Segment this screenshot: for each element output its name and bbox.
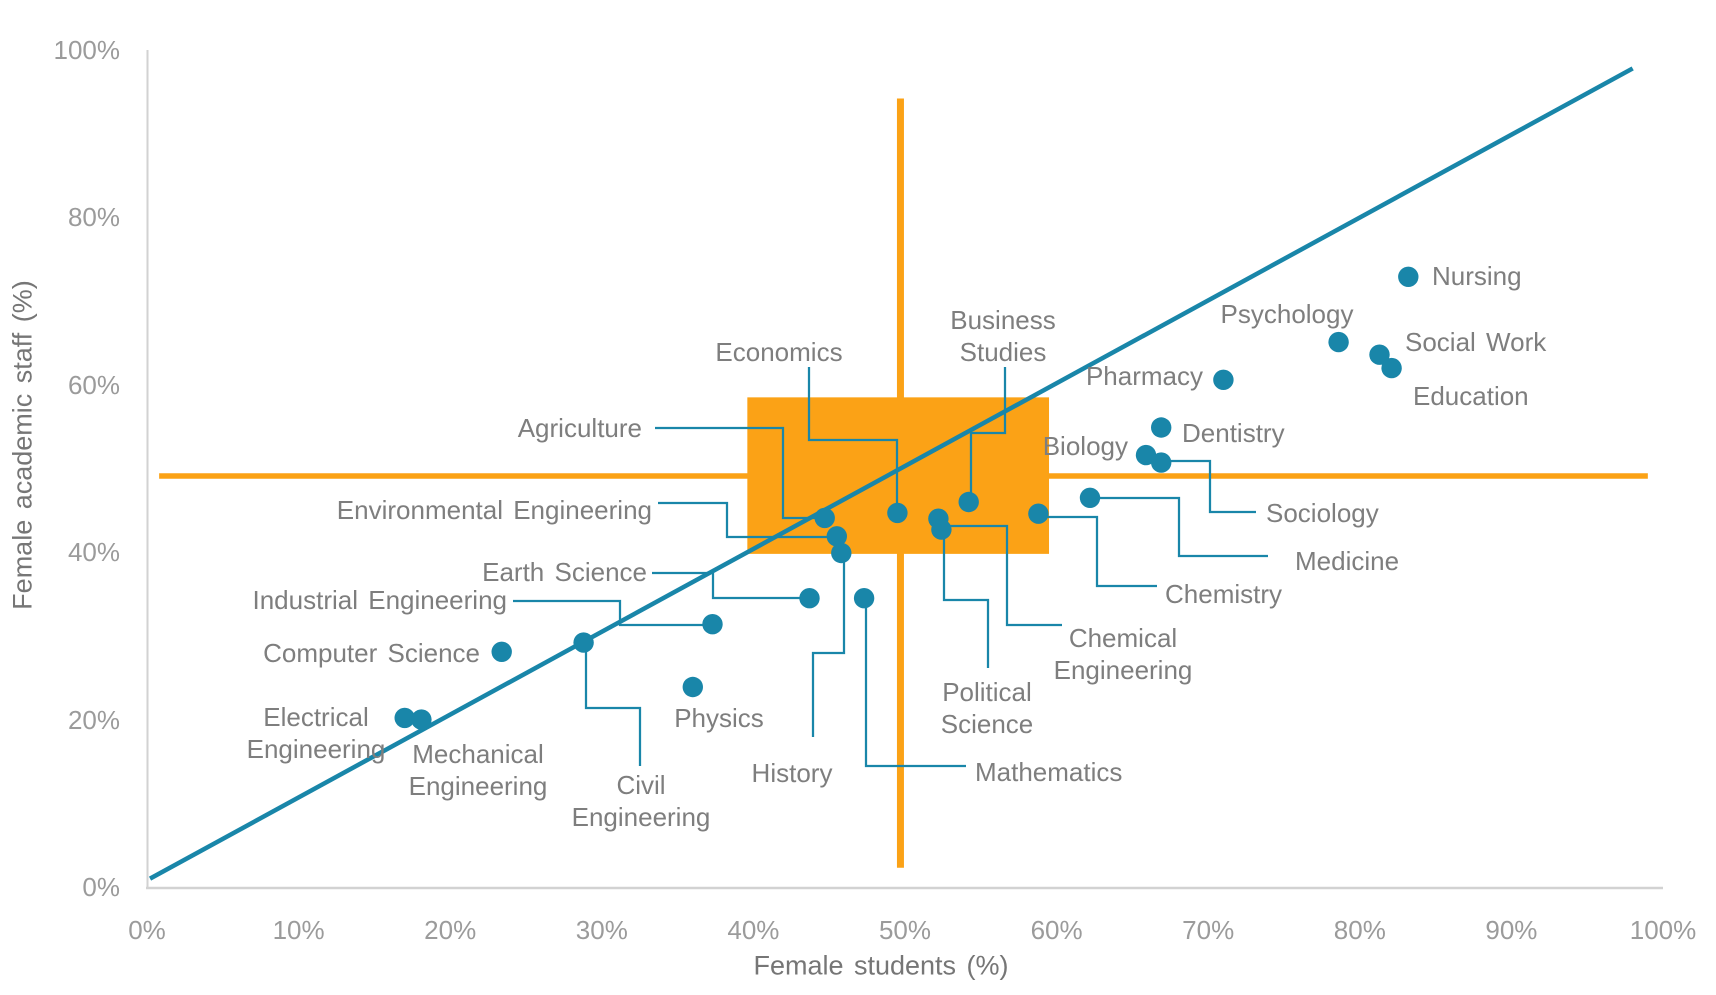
data-point-political-science [931, 519, 952, 540]
y-tick-40pct: 40% [67, 537, 120, 568]
point-label-dentistry: Dentistry [1182, 418, 1285, 448]
data-point-business-studies [958, 491, 979, 513]
data-point-mechanical-engineering [411, 709, 432, 730]
data-point-biology [1135, 444, 1157, 466]
x-axis-title: Female students (%) [753, 950, 1009, 981]
x-tick-90pct: 90% [1485, 915, 1538, 945]
point-label-medicine: Medicine [1295, 546, 1400, 576]
data-point-agriculture [814, 507, 835, 529]
x-tick-50pct: 50% [878, 915, 932, 945]
point-label-industrial-engineering: Industrial Engineering [252, 585, 508, 615]
point-label-biology: Biology [1042, 431, 1128, 461]
leader-line-medicine [1095, 496, 1268, 558]
x-tick-40pct: 40% [727, 915, 780, 945]
data-point-psychology [1328, 331, 1349, 353]
data-point-dentistry [1151, 417, 1172, 438]
data-point-physics [682, 676, 703, 698]
point-label-mathematics: Mathematics [975, 757, 1123, 787]
y-tick-80pct: 80% [67, 202, 120, 233]
point-label-pharmacy: Pharmacy [1085, 361, 1203, 391]
data-point-education [1381, 357, 1402, 379]
data-point-history [831, 542, 852, 564]
point-label-history: History [751, 758, 833, 788]
point-label-sociology: Sociology [1266, 498, 1379, 528]
y-tick-60pct: 60% [67, 369, 120, 400]
data-point-environmental-engineering [826, 526, 847, 547]
data-point-civil-engineering [573, 632, 594, 653]
x-tick-70pct: 70% [1182, 915, 1235, 945]
data-point-electrical-engineering [394, 707, 415, 729]
leader-line-environmental-engineering [658, 501, 830, 539]
identity-line [148, 66, 1634, 881]
leader-line-agriculture [655, 426, 818, 520]
leader-line-history [811, 560, 846, 737]
leader-line-industrial-engineering [513, 599, 705, 627]
point-label-agriculture: Agriculture [517, 413, 642, 443]
leader-line-business-studies [969, 367, 1007, 496]
leader-line-economics [807, 367, 899, 506]
y-tick-20pct: 20% [67, 704, 120, 735]
point-label-physics: Physics [674, 703, 764, 733]
point-label-chemical-engineering: Chemical Engineering [1053, 623, 1193, 685]
x-tick-0pct: 0% [128, 915, 166, 945]
data-point-nursing [1398, 266, 1419, 287]
x-tick-10pct: 10% [272, 915, 325, 945]
point-label-social-work: Social Work [1405, 327, 1547, 357]
data-point-pharmacy [1213, 369, 1234, 390]
point-label-electrical-engineering: Electrical Engineering [246, 702, 386, 764]
y-axis-title: Female academic staff (%) [7, 280, 38, 610]
point-label-environmental-engineering: Environmental Engineering [336, 495, 652, 525]
x-tick-20pct: 20% [424, 915, 477, 945]
leader-line-earth-science [652, 571, 802, 600]
point-label-nursing: Nursing [1432, 261, 1522, 291]
point-label-chemistry: Chemistry [1165, 579, 1283, 609]
data-point-mathematics [853, 588, 875, 609]
point-label-education: Education [1413, 381, 1529, 411]
leader-line-mathematics [864, 606, 966, 768]
leader-line-sociology [1166, 459, 1256, 514]
data-point-industrial-engineering [702, 614, 723, 635]
point-label-psychology: Psychology [1220, 299, 1354, 329]
x-tick-30pct: 30% [575, 915, 628, 945]
x-tick-100pct: 100% [1629, 915, 1697, 945]
data-point-sociology [1151, 452, 1172, 473]
leader-line-civil-engineering [584, 649, 642, 766]
leader-line-chemical-engineering [945, 524, 1062, 627]
point-label-economics: Economics [715, 337, 843, 367]
data-point-social-work [1369, 344, 1390, 365]
point-label-mechanical-engineering: Mechanical Engineering [408, 739, 548, 801]
data-point-computer-science [491, 641, 512, 662]
point-label-political-science: Political Science [940, 677, 1034, 739]
data-point-medicine [1079, 487, 1101, 508]
data-point-economics [887, 502, 908, 524]
leader-line-chemistry [1044, 515, 1157, 588]
leader-line-political-science [942, 537, 990, 668]
y-tick-100pct: 100% [53, 35, 121, 65]
y-tick-0pct: 0% [82, 872, 120, 902]
point-label-business-studies: Business Studies [950, 305, 1056, 367]
x-tick-80pct: 80% [1333, 915, 1386, 945]
point-label-civil-engineering: Civil Engineering [571, 770, 711, 832]
data-point-earth-science [799, 588, 820, 609]
x-tick-60pct: 60% [1030, 915, 1083, 945]
point-label-computer-science: Computer Science [263, 638, 480, 668]
point-label-earth-science: Earth Science [482, 557, 647, 587]
data-point-chemistry [1028, 503, 1049, 524]
